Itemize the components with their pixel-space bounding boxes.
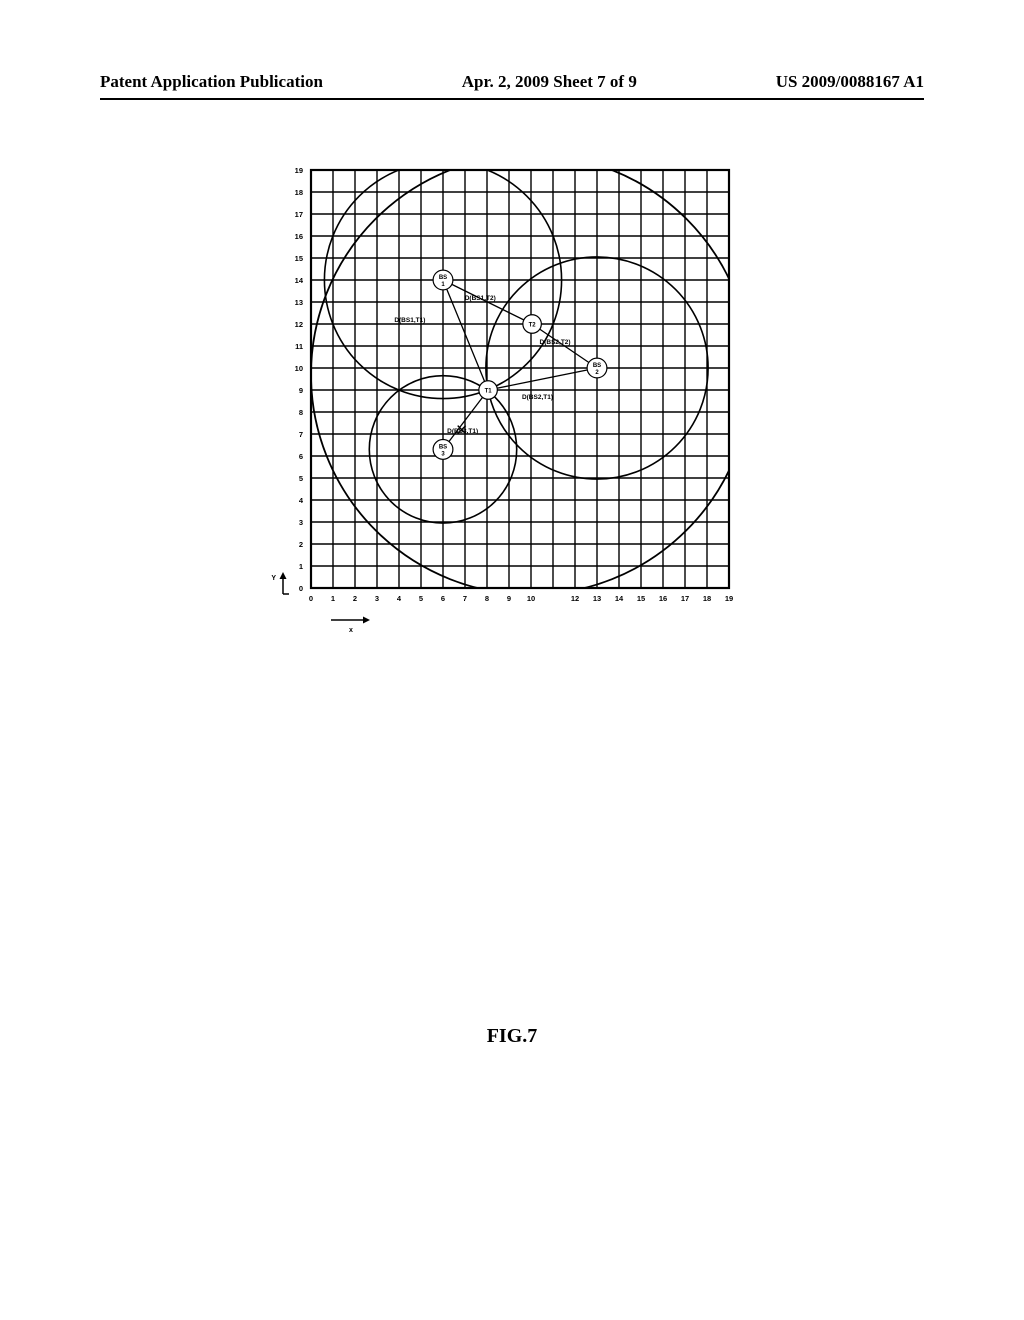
svg-text:4: 4 [298,496,303,505]
svg-text:2: 2 [298,540,302,549]
svg-text:18: 18 [702,594,710,603]
svg-text:BS: BS [438,275,446,281]
svg-text:11: 11 [295,342,303,351]
svg-text:8: 8 [484,594,488,603]
header-left: Patent Application Publication [100,72,323,92]
page-header: Patent Application Publication Apr. 2, 2… [0,72,1024,92]
svg-text:12: 12 [294,320,302,329]
svg-text:17: 17 [294,210,302,219]
svg-text:15: 15 [636,594,644,603]
svg-text:BS: BS [592,363,600,369]
svg-text:3: 3 [374,594,378,603]
svg-text:14: 14 [294,276,303,285]
header-divider [100,98,924,100]
header-right: US 2009/0088167 A1 [776,72,924,92]
svg-text:3: 3 [298,518,302,527]
svg-text:7: 7 [298,430,302,439]
svg-text:6: 6 [298,452,302,461]
svg-text:5: 5 [298,474,302,483]
svg-text:0: 0 [308,594,312,603]
svg-text:BS: BS [438,444,446,450]
svg-text:19: 19 [294,166,302,175]
svg-text:17: 17 [680,594,688,603]
svg-text:13: 13 [592,594,600,603]
svg-text:16: 16 [294,232,302,241]
svg-text:T1: T1 [484,389,492,395]
svg-text:10: 10 [294,364,302,373]
svg-text:0: 0 [298,584,302,593]
svg-text:12: 12 [570,594,578,603]
svg-text:T2: T2 [528,323,536,329]
svg-text:8: 8 [298,408,302,417]
svg-text:16: 16 [658,594,666,603]
svg-text:9: 9 [298,386,302,395]
figure-container: BS 1 BS 2 BS 3 T1 T2 D(BS1,T1) D(BS1,T2) D(BS2,T2)… [0,160,1024,643]
svg-text:2: 2 [352,594,356,603]
header-center: Apr. 2, 2009 Sheet 7 of 9 [462,72,637,92]
svg-text:13: 13 [294,298,302,307]
trilateration-chart: BS 1 BS 2 BS 3 T1 T2 D(BS1,T1) D(BS1,T2) D(BS2,T2)… [266,160,759,643]
svg-text:D(BS2,T1): D(BS2,T1) [521,394,552,401]
svg-text:4: 4 [396,594,401,603]
svg-text:15: 15 [294,254,302,263]
svg-text:D(BS1,T1): D(BS1,T1) [394,317,425,324]
svg-text:5: 5 [418,594,422,603]
svg-text:18: 18 [294,188,302,197]
svg-text:9: 9 [506,594,510,603]
svg-text:x: x [349,627,353,634]
svg-text:D(BS3,T1): D(BS3,T1) [447,428,478,435]
svg-text:D(BS2,T2): D(BS2,T2) [539,339,570,346]
svg-text:14: 14 [614,594,623,603]
svg-text:7: 7 [462,594,466,603]
svg-text:D(BS1,T2): D(BS1,T2) [464,295,495,302]
chart-svg: BS 1 BS 2 BS 3 T1 T2 D(BS1,T1) D(BS1,T2) D(BS2,T2)… [266,160,759,643]
svg-text:1: 1 [298,562,302,571]
svg-text:6: 6 [440,594,444,603]
svg-text:10: 10 [526,594,534,603]
svg-text:Y: Y [271,575,276,582]
svg-text:19: 19 [724,594,732,603]
figure-caption: FIG.7 [0,1025,1024,1048]
svg-text:1: 1 [330,594,334,603]
